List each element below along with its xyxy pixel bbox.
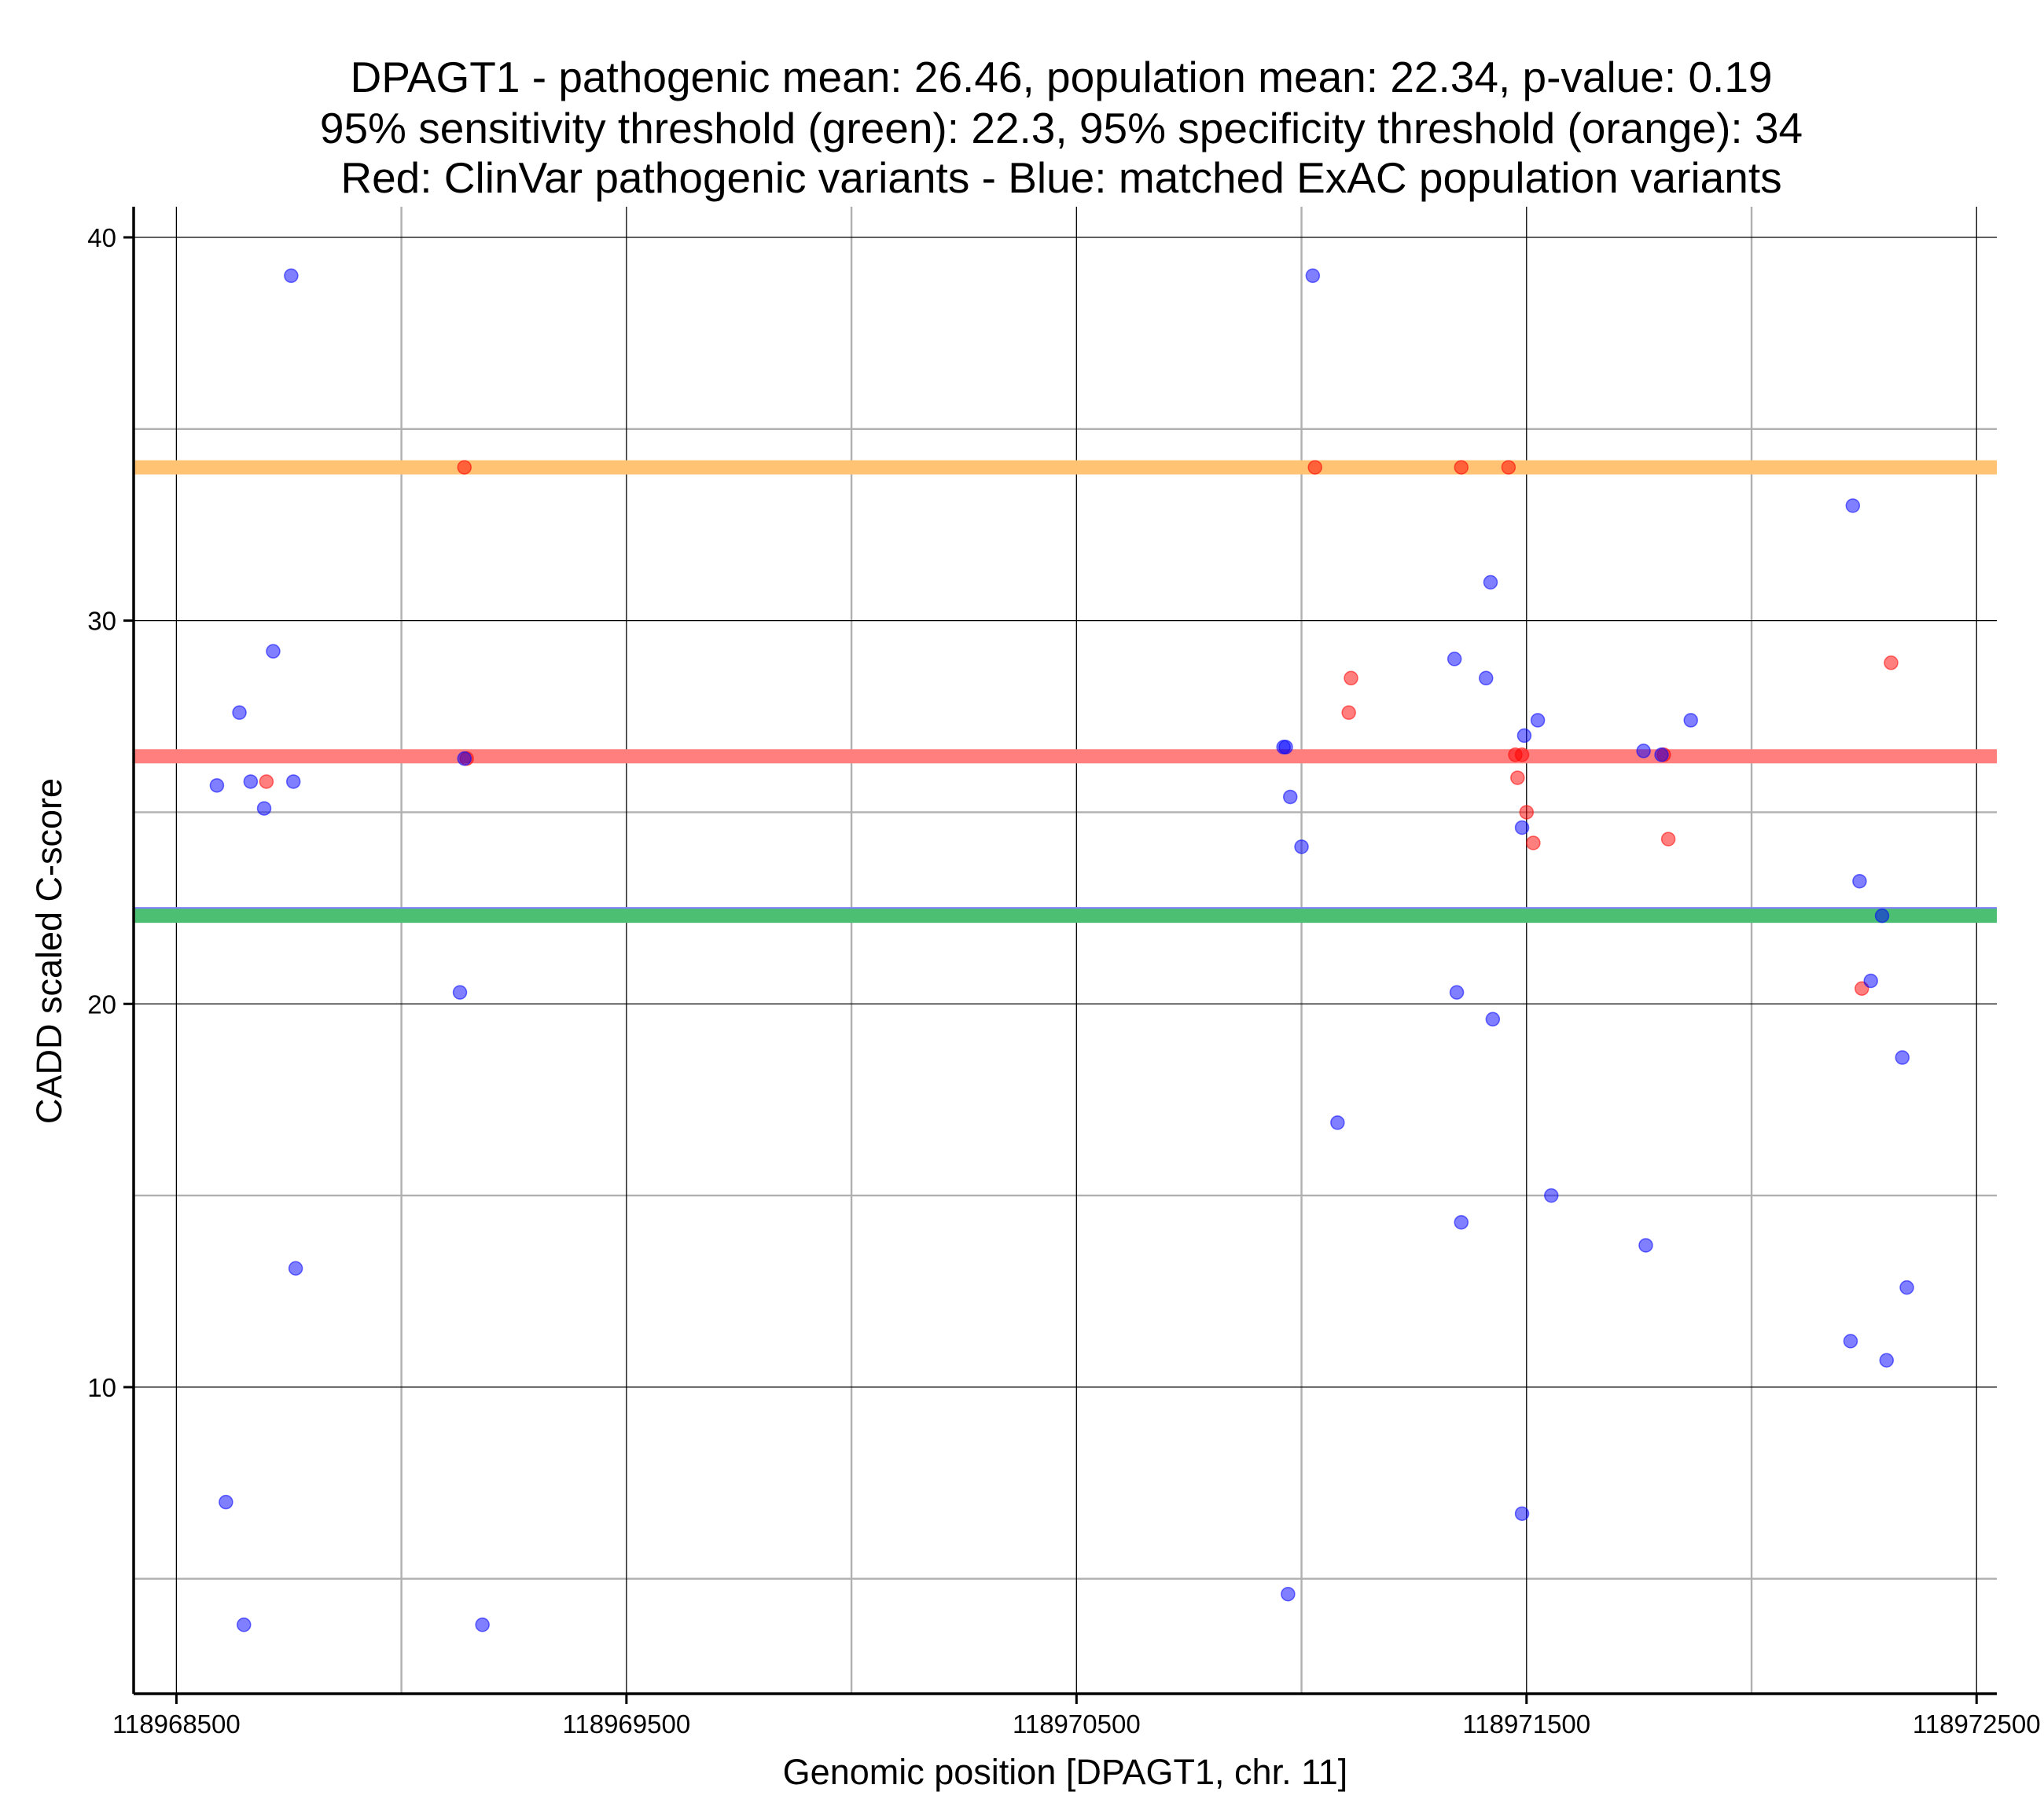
x-tick-label: 118968500	[112, 1709, 241, 1739]
pathogenic-point	[1510, 770, 1525, 785]
population-point	[1454, 1214, 1469, 1230]
population-point	[1636, 744, 1651, 758]
population-point	[1638, 1238, 1653, 1253]
population-point	[1294, 839, 1309, 854]
chart-title: DPAGT1 - pathogenic mean: 26.46, populat…	[320, 53, 1803, 202]
title-line-1: DPAGT1 - pathogenic mean: 26.46, populat…	[350, 53, 1772, 101]
pathogenic-point	[1884, 655, 1899, 670]
population-point	[1485, 1012, 1501, 1027]
population-point	[1282, 789, 1298, 805]
population-point	[1449, 985, 1465, 1000]
pathogenic-point	[1660, 832, 1676, 846]
population-point	[1447, 652, 1462, 666]
pathogenic-point	[1519, 805, 1535, 820]
population-point	[266, 644, 281, 659]
population-point	[1899, 1280, 1914, 1295]
population-point	[243, 774, 259, 789]
population-point	[452, 985, 468, 1000]
grid	[134, 207, 1997, 1694]
population-point	[232, 705, 247, 720]
population-point	[219, 1494, 233, 1510]
population-point	[1895, 1050, 1910, 1065]
population-point	[1654, 747, 1669, 762]
pathogenic-point	[1454, 460, 1469, 475]
population-point	[1276, 740, 1291, 755]
pathogenic-point	[259, 774, 274, 789]
population-point	[237, 1617, 252, 1632]
y-tick-label: 30	[87, 607, 116, 636]
population-point	[1530, 713, 1546, 728]
pathogenic-point	[1307, 460, 1322, 475]
pathogenic-point	[1344, 670, 1358, 686]
population-point	[1514, 820, 1530, 835]
population-point	[1516, 728, 1532, 744]
axes	[132, 207, 1997, 1695]
pathogenic-point	[1501, 460, 1516, 475]
x-tick-label: 118969500	[562, 1709, 690, 1739]
y-tick-label: 20	[87, 990, 116, 1019]
population-point	[1483, 575, 1498, 590]
tick-labels: 118968500 118969500 118970500 118971500 1189…	[87, 223, 2040, 1739]
population-point	[1514, 1506, 1530, 1522]
x-tick-label: 118971500	[1462, 1709, 1590, 1739]
population-point	[1330, 1115, 1345, 1130]
title-line-3: Red: ClinVar pathogenic variants - Blue:…	[340, 153, 1781, 202]
y-tick-label: 40	[87, 223, 116, 252]
population-point	[284, 268, 299, 284]
pathogenic-point	[1341, 705, 1356, 720]
x-axis-title: Genomic position [DPAGT1, chr. 11]	[783, 1752, 1348, 1792]
population-point	[285, 774, 301, 789]
population-point	[256, 801, 272, 816]
population-point	[209, 778, 225, 793]
pathogenic-point	[1526, 835, 1541, 850]
x-tick-label: 118970500	[1013, 1709, 1141, 1739]
population-point	[1479, 670, 1494, 686]
population-point	[1874, 908, 1890, 924]
y-tick-label: 10	[87, 1373, 116, 1402]
population-point	[1544, 1188, 1559, 1203]
y-axis-title: CADD scaled C-score	[29, 778, 69, 1124]
data-points	[209, 268, 1914, 1632]
x-tick-label: 118972500	[1913, 1709, 2041, 1739]
population-point	[1305, 268, 1321, 284]
pathogenic-point	[1514, 747, 1530, 762]
population-point	[1852, 873, 1867, 889]
population-point	[1845, 498, 1861, 513]
population-point	[1879, 1353, 1894, 1368]
threshold-lines	[134, 460, 1997, 924]
population-point	[475, 1617, 490, 1632]
population-point	[1683, 713, 1698, 728]
population-point	[288, 1261, 303, 1276]
title-line-2: 95% sensitivity threshold (green): 22.3,…	[320, 104, 1803, 152]
population-point	[1281, 1586, 1296, 1602]
pathogenic-point	[457, 460, 472, 475]
population-point	[457, 751, 472, 766]
population-point	[1843, 1334, 1858, 1349]
population-point	[1863, 973, 1878, 989]
